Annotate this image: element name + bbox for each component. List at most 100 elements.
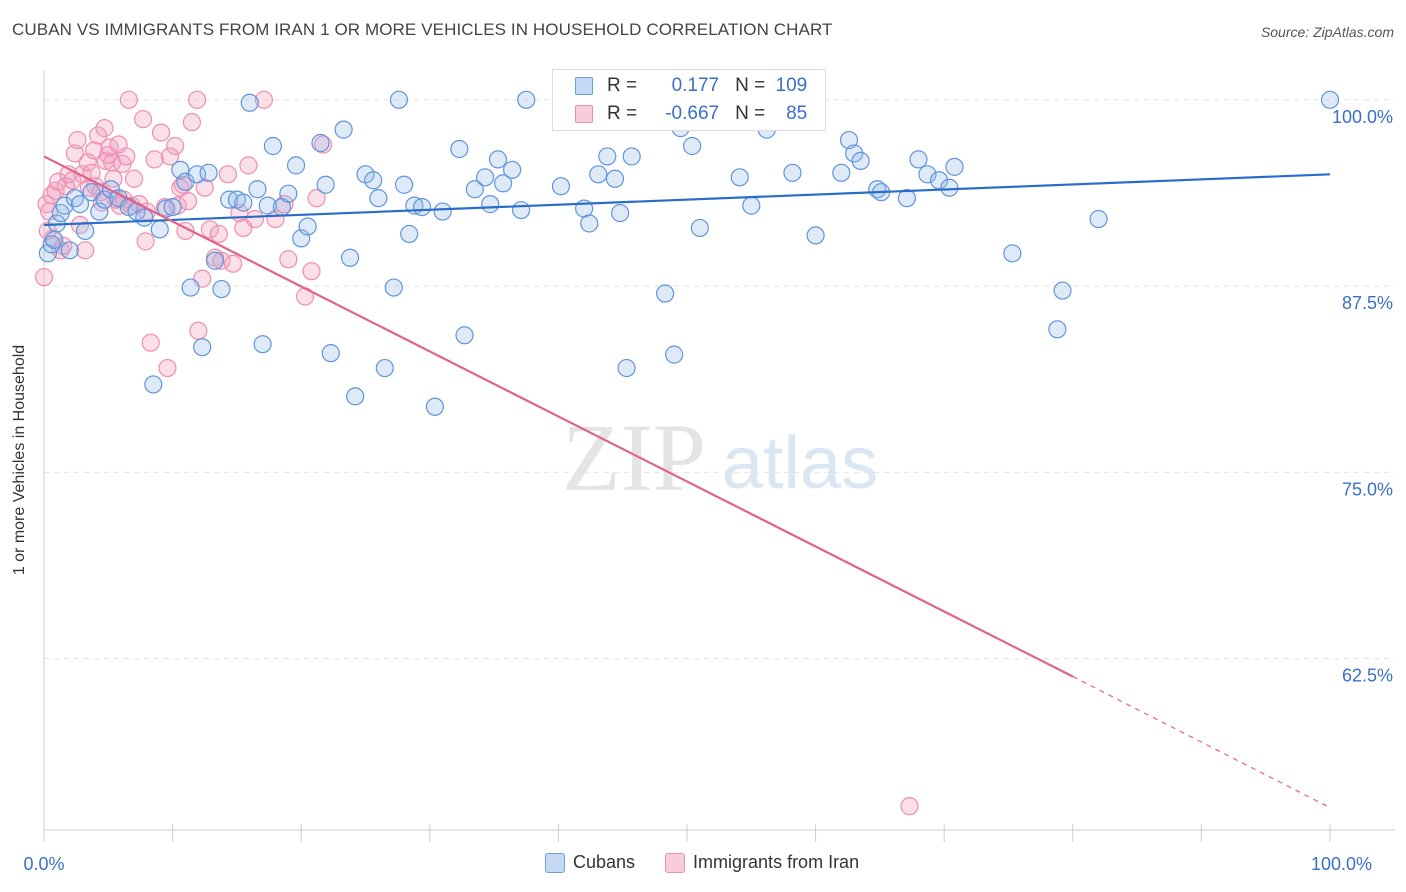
cubans-point	[334, 120, 353, 139]
iran-point	[95, 119, 114, 138]
iran-point	[133, 110, 153, 129]
cubans-point	[665, 345, 684, 364]
iran-point	[68, 130, 87, 150]
watermark: ZIP atlas	[562, 404, 878, 511]
cubans-point	[286, 156, 306, 175]
cubans-point	[279, 184, 298, 203]
n-label: N =	[735, 103, 766, 124]
iran-trend-extension	[1072, 675, 1331, 809]
iran-point	[136, 232, 155, 251]
cubans-point	[909, 150, 928, 169]
iran-point	[145, 150, 164, 169]
legend-label-cubans: Cubans	[573, 852, 636, 872]
cubans-point	[65, 189, 84, 208]
cubans-point	[375, 358, 394, 378]
iran-point	[245, 209, 265, 229]
cubans-point	[450, 139, 469, 159]
iran-point	[117, 147, 136, 166]
iran-point	[141, 333, 160, 352]
iran-point	[302, 262, 321, 281]
cubans-point	[258, 196, 277, 215]
iran-point	[900, 797, 919, 816]
iran-point	[182, 113, 201, 132]
cubans-point	[150, 220, 169, 239]
cubans-point	[55, 196, 74, 215]
cubans-point	[589, 165, 608, 184]
cubans-point	[369, 189, 388, 208]
iran-n-value: 85	[786, 103, 808, 124]
legend-swatch-iran	[665, 852, 686, 873]
cubans-point	[517, 90, 536, 109]
cubans-point	[45, 230, 64, 249]
cubans-point	[95, 190, 114, 209]
cubans-point	[832, 163, 851, 182]
legend-item-cubans[interactable]: Cubans	[545, 852, 635, 873]
y-tick-label: 100.0%	[1332, 107, 1393, 127]
cubans-point	[551, 177, 571, 196]
cubans-point	[1048, 320, 1067, 339]
cubans-point	[181, 278, 200, 297]
cubans-point	[316, 175, 335, 194]
legend-swatch-cubans	[545, 852, 565, 873]
cubans-point	[187, 165, 207, 184]
cubans-r-value: 0.177	[671, 75, 720, 96]
cubans-point	[742, 196, 761, 215]
cubans-point	[851, 151, 870, 171]
cubans-point	[475, 168, 495, 187]
iran-point	[34, 268, 54, 287]
cubans-point	[253, 335, 272, 354]
iran-swatch	[575, 105, 593, 123]
iran-point	[88, 126, 108, 145]
cubans-point	[193, 338, 212, 357]
cubans-point	[263, 136, 283, 156]
cubans-point	[897, 189, 917, 208]
x-tick-label: 100.0%	[1311, 854, 1372, 874]
iran-point	[65, 144, 84, 163]
cubans-point	[433, 202, 452, 221]
cubans-point	[918, 165, 937, 184]
cubans-point	[1089, 209, 1108, 229]
cubans-point	[730, 168, 749, 187]
cubans-trend-line	[43, 173, 1331, 227]
legend-item-iran[interactable]: Immigrants from Iran	[665, 852, 859, 873]
cubans-point	[346, 387, 365, 406]
iran-point	[160, 147, 180, 166]
cubans-point	[622, 147, 641, 166]
cubans-point	[1320, 90, 1340, 109]
cubans-point	[205, 251, 225, 270]
iran-point	[76, 241, 95, 260]
iran-point	[254, 90, 274, 109]
cubans-point	[60, 241, 79, 260]
cubans-point	[400, 224, 419, 244]
cubans-point	[494, 174, 513, 193]
iran-point	[212, 251, 231, 270]
cubans-point	[321, 344, 340, 363]
cubans-point	[598, 147, 617, 166]
cubans-point	[683, 136, 702, 156]
cubans-point	[144, 375, 163, 394]
stats-row-cubans: R = 0.177 N = 109	[553, 73, 807, 99]
cubans-point	[512, 200, 531, 220]
cubans-point	[135, 208, 154, 227]
cubans-point	[234, 193, 253, 212]
n-label: N =	[735, 75, 766, 96]
chart-title: CUBAN VS IMMIGRANTS FROM IRAN 1 OR MORE …	[12, 20, 833, 39]
cubans-point	[605, 169, 625, 188]
cubans-point	[656, 284, 675, 303]
cubans-point	[940, 178, 959, 197]
legend: Cubans Immigrants from Iran	[545, 852, 889, 873]
iran-point	[209, 224, 228, 244]
cubans-point	[76, 221, 95, 241]
cubans-point	[220, 190, 239, 209]
cubans-point	[845, 144, 864, 163]
cubans-point	[163, 197, 182, 217]
cubans-point	[70, 195, 90, 214]
iran-point	[166, 136, 185, 156]
cubans-point	[488, 150, 508, 169]
iran-point	[218, 165, 237, 184]
cubans-point	[503, 160, 522, 179]
cubans-point	[90, 202, 109, 221]
cubans-point	[783, 163, 802, 182]
iran-point	[119, 90, 138, 109]
